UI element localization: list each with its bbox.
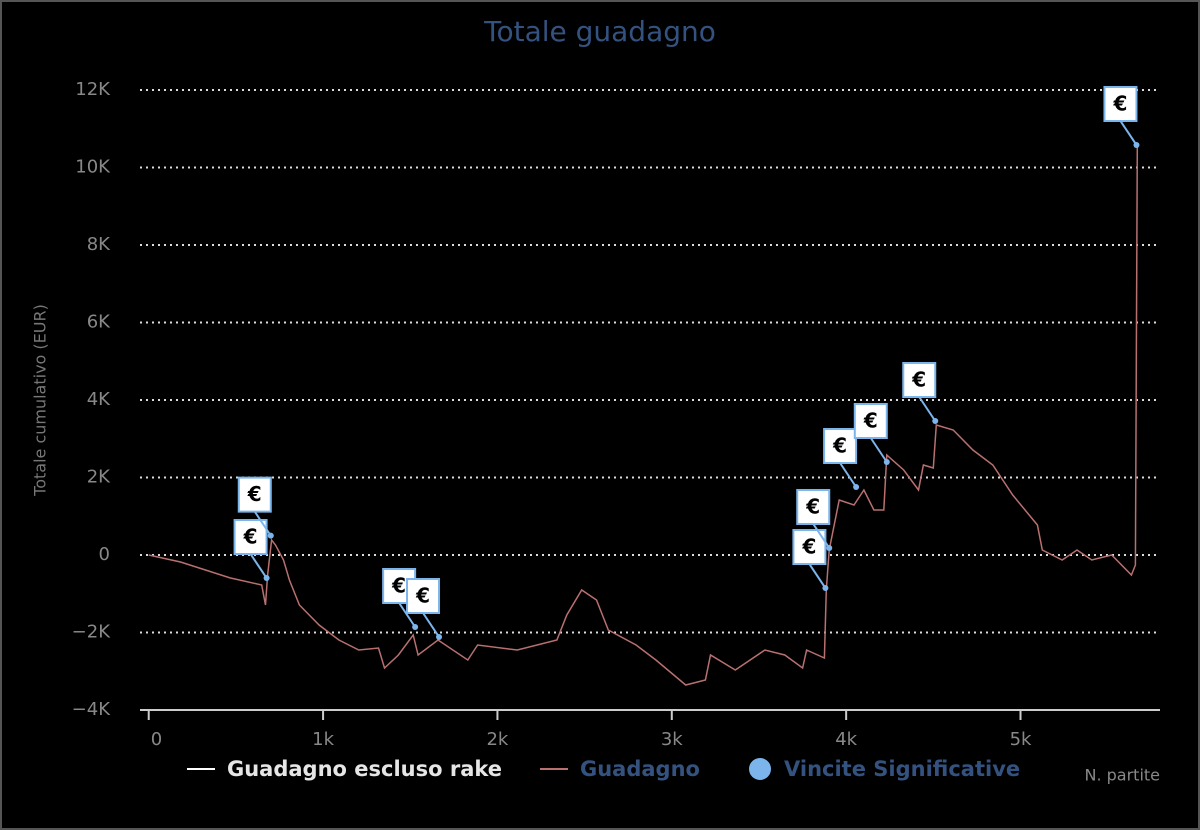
flag-connector xyxy=(1119,120,1138,146)
x-tick-label: 5k xyxy=(1010,729,1032,750)
x-tick-label: 2k xyxy=(486,729,508,750)
point xyxy=(263,575,270,582)
x-tick-label: 4k xyxy=(835,729,857,750)
chart-title: Totale guadagno xyxy=(483,15,716,48)
point xyxy=(826,544,833,551)
x-axis-label: N. partite xyxy=(1084,766,1160,785)
x-tick-label: 1k xyxy=(312,729,334,750)
flag xyxy=(902,362,937,399)
y-axis-label: Totale cumulativo (EUR) xyxy=(31,304,50,497)
point xyxy=(883,459,890,465)
flag xyxy=(796,488,831,525)
flag-label: € xyxy=(801,535,816,559)
x-tick-label: 3k xyxy=(661,729,683,750)
flag-label: € xyxy=(863,409,878,433)
flag-connector xyxy=(839,462,857,488)
flag-connector xyxy=(398,602,416,628)
y-tick-label: −2K xyxy=(72,622,112,643)
point xyxy=(1133,141,1140,148)
point xyxy=(412,623,419,630)
flag-label: € xyxy=(832,433,847,457)
legend-label: Vincite Significative xyxy=(784,757,1020,781)
y-tick-label: 8K xyxy=(87,234,111,255)
flag-connector xyxy=(918,396,937,422)
flag-label: € xyxy=(415,583,430,607)
y-tick-label: 4K xyxy=(87,389,111,410)
y-tick-label: −4K xyxy=(72,699,112,720)
y-tick-label: 6K xyxy=(87,312,111,333)
legend-symbol xyxy=(749,758,771,780)
flag-label: € xyxy=(1113,91,1128,115)
flag xyxy=(237,476,272,513)
y-tick-label: 2K xyxy=(87,467,111,488)
flag-label: € xyxy=(243,525,258,549)
point xyxy=(932,418,939,425)
point xyxy=(853,483,860,490)
flag-connector xyxy=(812,523,831,549)
flag xyxy=(406,577,441,614)
flag-connector xyxy=(253,511,272,537)
y-tick-label: 12K xyxy=(75,79,111,100)
legend-label: Guadagno xyxy=(580,757,700,781)
flag-connector xyxy=(422,612,440,638)
flag xyxy=(853,403,888,439)
flag xyxy=(233,519,268,556)
flag-label: € xyxy=(391,573,406,597)
flag-label: € xyxy=(805,494,820,518)
flag xyxy=(823,427,858,464)
flag-label: € xyxy=(247,482,262,506)
flag-label: € xyxy=(911,368,926,392)
point xyxy=(267,532,274,539)
point xyxy=(822,585,829,592)
flag-connector xyxy=(869,437,888,463)
line xyxy=(148,144,1139,686)
y-tick-label: 0 xyxy=(99,544,110,565)
flag-connector xyxy=(249,553,268,579)
flag xyxy=(1103,85,1138,122)
point xyxy=(436,633,443,640)
legend-label: Guadagno escluso rake xyxy=(227,757,502,781)
y-tick-label: 10K xyxy=(75,157,111,178)
x-tick-label: 0 xyxy=(151,729,162,750)
flag-connector xyxy=(808,563,827,589)
